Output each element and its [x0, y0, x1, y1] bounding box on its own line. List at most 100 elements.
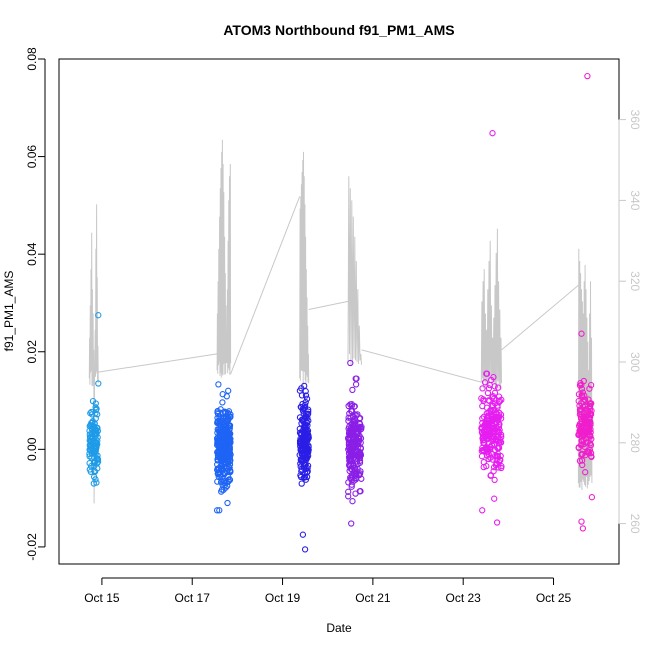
data-point: [91, 430, 98, 437]
y-axis-title: f91_PM1_AMS: [2, 271, 16, 352]
data-point: [92, 440, 100, 447]
data-point: [222, 455, 229, 462]
data-point: [301, 401, 309, 409]
data-point-extreme: [578, 518, 585, 525]
data-point-extreme: [215, 381, 222, 388]
data-point: [345, 414, 352, 421]
y2-tick-label: 280: [628, 433, 642, 453]
secondary-connector-line: [308, 300, 349, 310]
data-point: [356, 471, 363, 478]
data-point: [225, 387, 232, 394]
data-point: [489, 456, 496, 463]
data-point: [223, 416, 230, 423]
data-point-extreme: [90, 480, 97, 487]
secondary-burst-trace: [347, 176, 362, 366]
data-point: [88, 408, 95, 416]
data-point: [483, 416, 490, 424]
data-point: [301, 473, 308, 481]
data-point: [579, 451, 586, 458]
data-point: [226, 435, 234, 442]
data-point: [497, 452, 504, 460]
data-point: [92, 431, 99, 438]
scatter-points-layer: [86, 72, 596, 553]
data-point: [303, 449, 311, 457]
data-point: [580, 377, 587, 385]
data-point: [347, 441, 355, 448]
secondary-burst-trace: [480, 228, 502, 390]
data-point: [217, 417, 224, 424]
data-point-extreme: [352, 375, 359, 382]
data-point: [349, 433, 356, 441]
data-point: [303, 473, 311, 481]
data-point: [585, 396, 592, 403]
data-point: [483, 410, 490, 417]
data-point: [580, 414, 587, 421]
chart-title: ATOM3 Northbound f91_PM1_AMS: [223, 22, 454, 38]
x-tick-label: Oct 23: [446, 591, 482, 605]
data-point-extreme: [216, 507, 223, 514]
data-point: [485, 426, 492, 433]
secondary-connector-line: [501, 284, 579, 351]
data-point: [491, 414, 498, 422]
data-point: [498, 464, 505, 472]
data-point: [479, 435, 486, 442]
data-point: [490, 373, 497, 381]
data-point: [219, 399, 226, 406]
data-point: [491, 420, 498, 428]
data-point-extreme: [224, 499, 231, 507]
data-point: [492, 410, 500, 418]
data-point: [217, 478, 225, 486]
data-point-extreme: [301, 382, 308, 390]
data-point: [90, 473, 98, 481]
secondary-connector-line: [98, 353, 218, 373]
y2-tick-label: 300: [628, 352, 642, 372]
data-point: [226, 441, 233, 448]
secondary-burst-trace: [299, 151, 310, 386]
data-point-extreme: [299, 531, 307, 538]
data-point: [483, 370, 491, 377]
data-point: [578, 406, 585, 413]
data-point: [586, 385, 593, 392]
data-point: [87, 437, 95, 444]
data-point: [303, 395, 311, 402]
data-point: [582, 427, 590, 435]
data-point: [478, 447, 485, 455]
data-point: [357, 435, 365, 442]
data-point: [496, 397, 504, 405]
data-point: [496, 435, 503, 442]
data-point: [576, 382, 584, 389]
data-point: [346, 467, 353, 475]
y-tick-label: 0.04: [25, 242, 39, 266]
data-point: [579, 389, 586, 396]
data-point: [298, 480, 305, 487]
data-point: [349, 386, 356, 394]
x-tick-label: Oct 17: [175, 591, 211, 605]
data-point-extreme: [95, 380, 102, 387]
data-point: [587, 410, 594, 417]
data-point: [89, 419, 96, 426]
data-point: [578, 457, 586, 464]
data-point: [300, 427, 308, 434]
data-point: [492, 446, 499, 454]
secondary-burst-trace: [577, 248, 593, 491]
data-point: [483, 404, 491, 411]
data-point: [214, 433, 222, 441]
y-tick-label: -0.02: [25, 533, 39, 561]
data-point: [496, 457, 504, 464]
secondary-burst-trace: [216, 139, 232, 378]
y-tick-label: 0.02: [25, 340, 39, 364]
data-point: [356, 414, 364, 422]
data-point: [494, 452, 501, 460]
data-point: [305, 408, 312, 415]
data-point: [495, 384, 502, 391]
data-point: [226, 467, 234, 474]
data-point: [345, 402, 352, 410]
y2-tick-label: 260: [628, 514, 642, 534]
data-point: [586, 414, 594, 421]
data-point: [297, 435, 304, 442]
data-point: [586, 448, 593, 456]
x-tick-label: Oct 15: [84, 591, 120, 605]
data-point: [301, 404, 309, 411]
